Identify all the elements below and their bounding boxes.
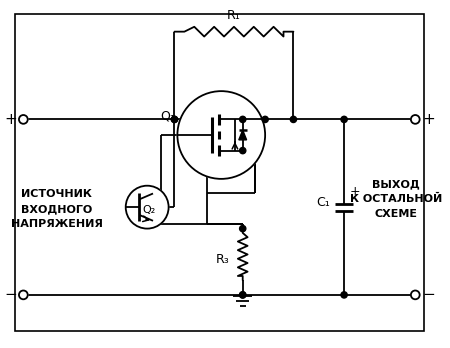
Text: Q₂: Q₂ [143,205,156,215]
Polygon shape [239,130,247,140]
Circle shape [19,291,28,299]
Circle shape [341,292,347,298]
Circle shape [411,115,420,124]
Text: ВЫХОД: ВЫХОД [372,180,420,190]
Circle shape [262,116,268,122]
Circle shape [19,115,28,124]
Circle shape [239,226,246,232]
Text: +: + [350,185,360,198]
Text: R₃: R₃ [215,253,229,266]
Text: +: + [5,112,18,127]
Text: НАПРЯЖЕНИЯ: НАПРЯЖЕНИЯ [10,219,103,229]
Circle shape [171,116,178,122]
Text: СХЕМЕ: СХЕМЕ [374,209,417,219]
Text: C₁: C₁ [317,196,330,209]
Circle shape [171,116,178,122]
Circle shape [239,292,246,298]
Circle shape [290,116,297,122]
Text: Q₁: Q₁ [160,109,175,122]
Circle shape [341,116,347,122]
Text: ВХОДНОГО: ВХОДНОГО [21,204,92,214]
Circle shape [177,91,265,179]
Circle shape [239,292,246,298]
Circle shape [239,148,246,154]
Circle shape [239,116,246,122]
Text: +: + [422,112,435,127]
Circle shape [411,291,420,299]
Text: К ОСТАЛЬНОЙ: К ОСТАЛЬНОЙ [350,194,442,204]
Text: −: − [422,287,435,302]
Text: −: − [5,287,18,302]
Text: ИСТОЧНИК: ИСТОЧНИК [21,189,92,199]
Text: R₁: R₁ [227,9,241,22]
Circle shape [126,186,169,229]
